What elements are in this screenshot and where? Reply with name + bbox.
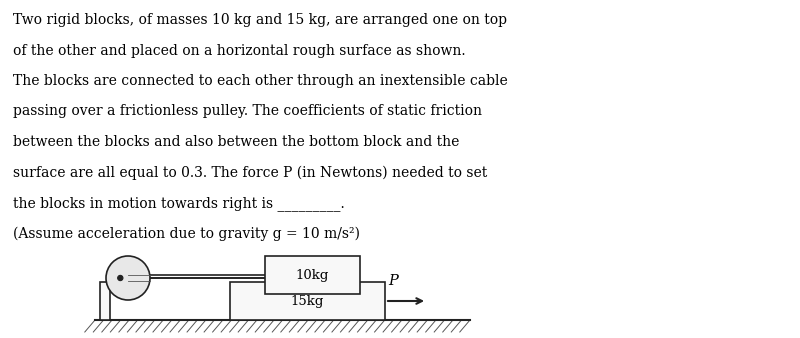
Text: the blocks in motion towards right is _________.: the blocks in motion towards right is __… [13,196,345,211]
Text: P: P [388,274,398,288]
Text: of the other and placed on a horizontal rough surface as shown.: of the other and placed on a horizontal … [13,44,466,57]
Text: between the blocks and also between the bottom block and the: between the blocks and also between the … [13,135,459,149]
Bar [100,282,110,320]
Circle shape [118,275,123,281]
Text: passing over a frictionless pulley. The coefficients of static friction: passing over a frictionless pulley. The … [13,104,482,119]
Text: The blocks are connected to each other through an inextensible cable: The blocks are connected to each other t… [13,74,508,88]
Text: (Assume acceleration due to gravity g = 10 m/s²): (Assume acceleration due to gravity g = … [13,226,360,241]
Text: Two rigid blocks, of masses 10 kg and 15 kg, are arranged one on top: Two rigid blocks, of masses 10 kg and 15… [13,13,507,27]
Text: 10kg: 10kg [296,268,329,282]
Bar [230,282,385,320]
Circle shape [106,256,150,300]
Text: surface are all equal to 0.3. The force P (in Newtons) needed to set: surface are all equal to 0.3. The force … [13,166,487,180]
Bar [265,256,360,294]
Text: 15kg: 15kg [291,294,324,308]
